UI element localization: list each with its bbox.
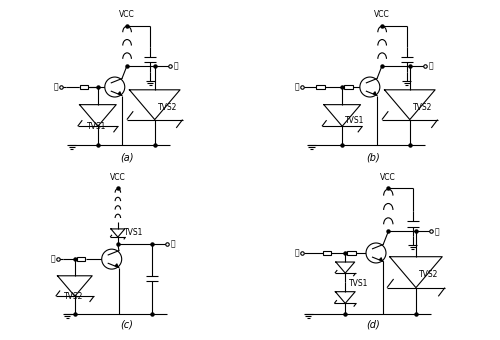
- Circle shape: [360, 77, 380, 97]
- Bar: [344, 85, 352, 89]
- Text: TVS1: TVS1: [349, 279, 368, 288]
- Text: 入: 入: [294, 83, 299, 91]
- Text: 出: 出: [429, 61, 434, 70]
- Bar: [316, 85, 325, 89]
- Text: 出: 出: [171, 239, 175, 248]
- Text: VCC: VCC: [119, 11, 135, 19]
- Text: 入: 入: [50, 255, 55, 264]
- Text: (a): (a): [120, 152, 134, 162]
- Circle shape: [102, 249, 121, 269]
- Bar: [347, 251, 356, 255]
- Text: 入: 入: [294, 249, 299, 257]
- Text: 出: 出: [434, 227, 439, 236]
- Text: (d): (d): [366, 320, 380, 330]
- Text: (c): (c): [120, 320, 134, 330]
- Bar: [80, 85, 88, 89]
- Text: TVS1: TVS1: [124, 228, 144, 238]
- Text: TVS2: TVS2: [413, 102, 432, 112]
- Text: (b): (b): [366, 152, 380, 162]
- Text: TVS2: TVS2: [64, 292, 83, 301]
- Text: TVS2: TVS2: [419, 270, 438, 279]
- Text: VCC: VCC: [380, 173, 396, 182]
- Text: TVS1: TVS1: [346, 116, 364, 125]
- Bar: [77, 257, 85, 261]
- Text: VCC: VCC: [110, 173, 126, 182]
- Text: VCC: VCC: [374, 11, 390, 19]
- Bar: [322, 251, 331, 255]
- Circle shape: [366, 243, 386, 263]
- Text: 入: 入: [54, 83, 58, 91]
- Text: TVS2: TVS2: [158, 102, 177, 112]
- Text: TVS1: TVS1: [86, 122, 106, 131]
- Text: 出: 出: [174, 61, 178, 70]
- Circle shape: [105, 77, 125, 97]
